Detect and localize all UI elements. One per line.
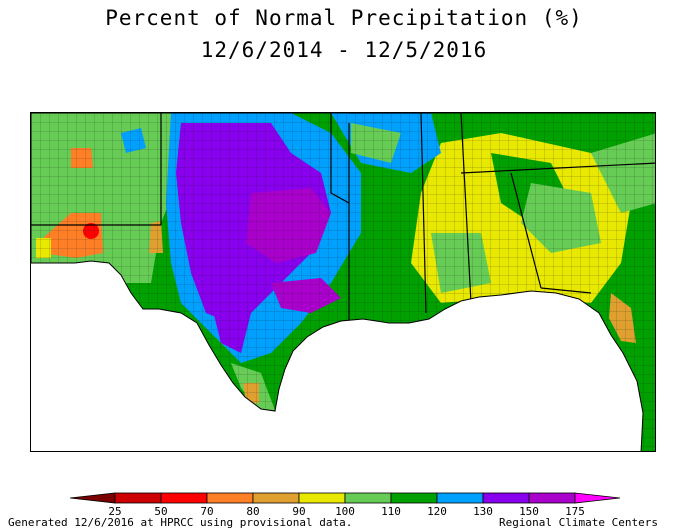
legend-bin — [252, 492, 300, 504]
legend-bin — [206, 492, 254, 504]
legend-tick-label: 50 — [154, 505, 167, 518]
legend-tick-label: 70 — [200, 505, 213, 518]
legend-bin — [390, 492, 438, 504]
precipitation-map — [30, 112, 656, 452]
legend-tick-label: 100 — [335, 505, 355, 518]
legend-tick-label: 80 — [246, 505, 259, 518]
legend-bin-arrow-high — [574, 492, 620, 504]
legend-bin — [482, 492, 530, 504]
legend-colorbar: 25 50 70 80 90 100 110 120 130 150 175 — [70, 488, 620, 532]
map-title: Percent of Normal Precipitation (%) — [105, 6, 583, 30]
date-range-subtitle: 12/6/2014 - 12/5/2016 — [200, 38, 488, 62]
map-canvas — [31, 113, 655, 451]
legend-bin — [114, 492, 162, 504]
legend-bin — [436, 492, 484, 504]
legend-tick-label: 175 — [565, 505, 585, 518]
legend-tick-label: 150 — [519, 505, 539, 518]
legend-tick-label: 120 — [427, 505, 447, 518]
legend-bin — [344, 492, 392, 504]
legend-bin — [298, 492, 346, 504]
legend-tick-label: 25 — [108, 505, 121, 518]
legend-bin-arrow-low — [70, 492, 116, 504]
legend-tick-label: 90 — [292, 505, 305, 518]
source-credit: Regional Climate Centers — [499, 516, 658, 529]
generation-note: Generated 12/6/2016 at HPRCC using provi… — [8, 516, 353, 529]
legend-bin — [160, 492, 208, 504]
legend-tick-label: 130 — [473, 505, 493, 518]
legend-bin — [528, 492, 576, 504]
legend-tick-label: 110 — [381, 505, 401, 518]
